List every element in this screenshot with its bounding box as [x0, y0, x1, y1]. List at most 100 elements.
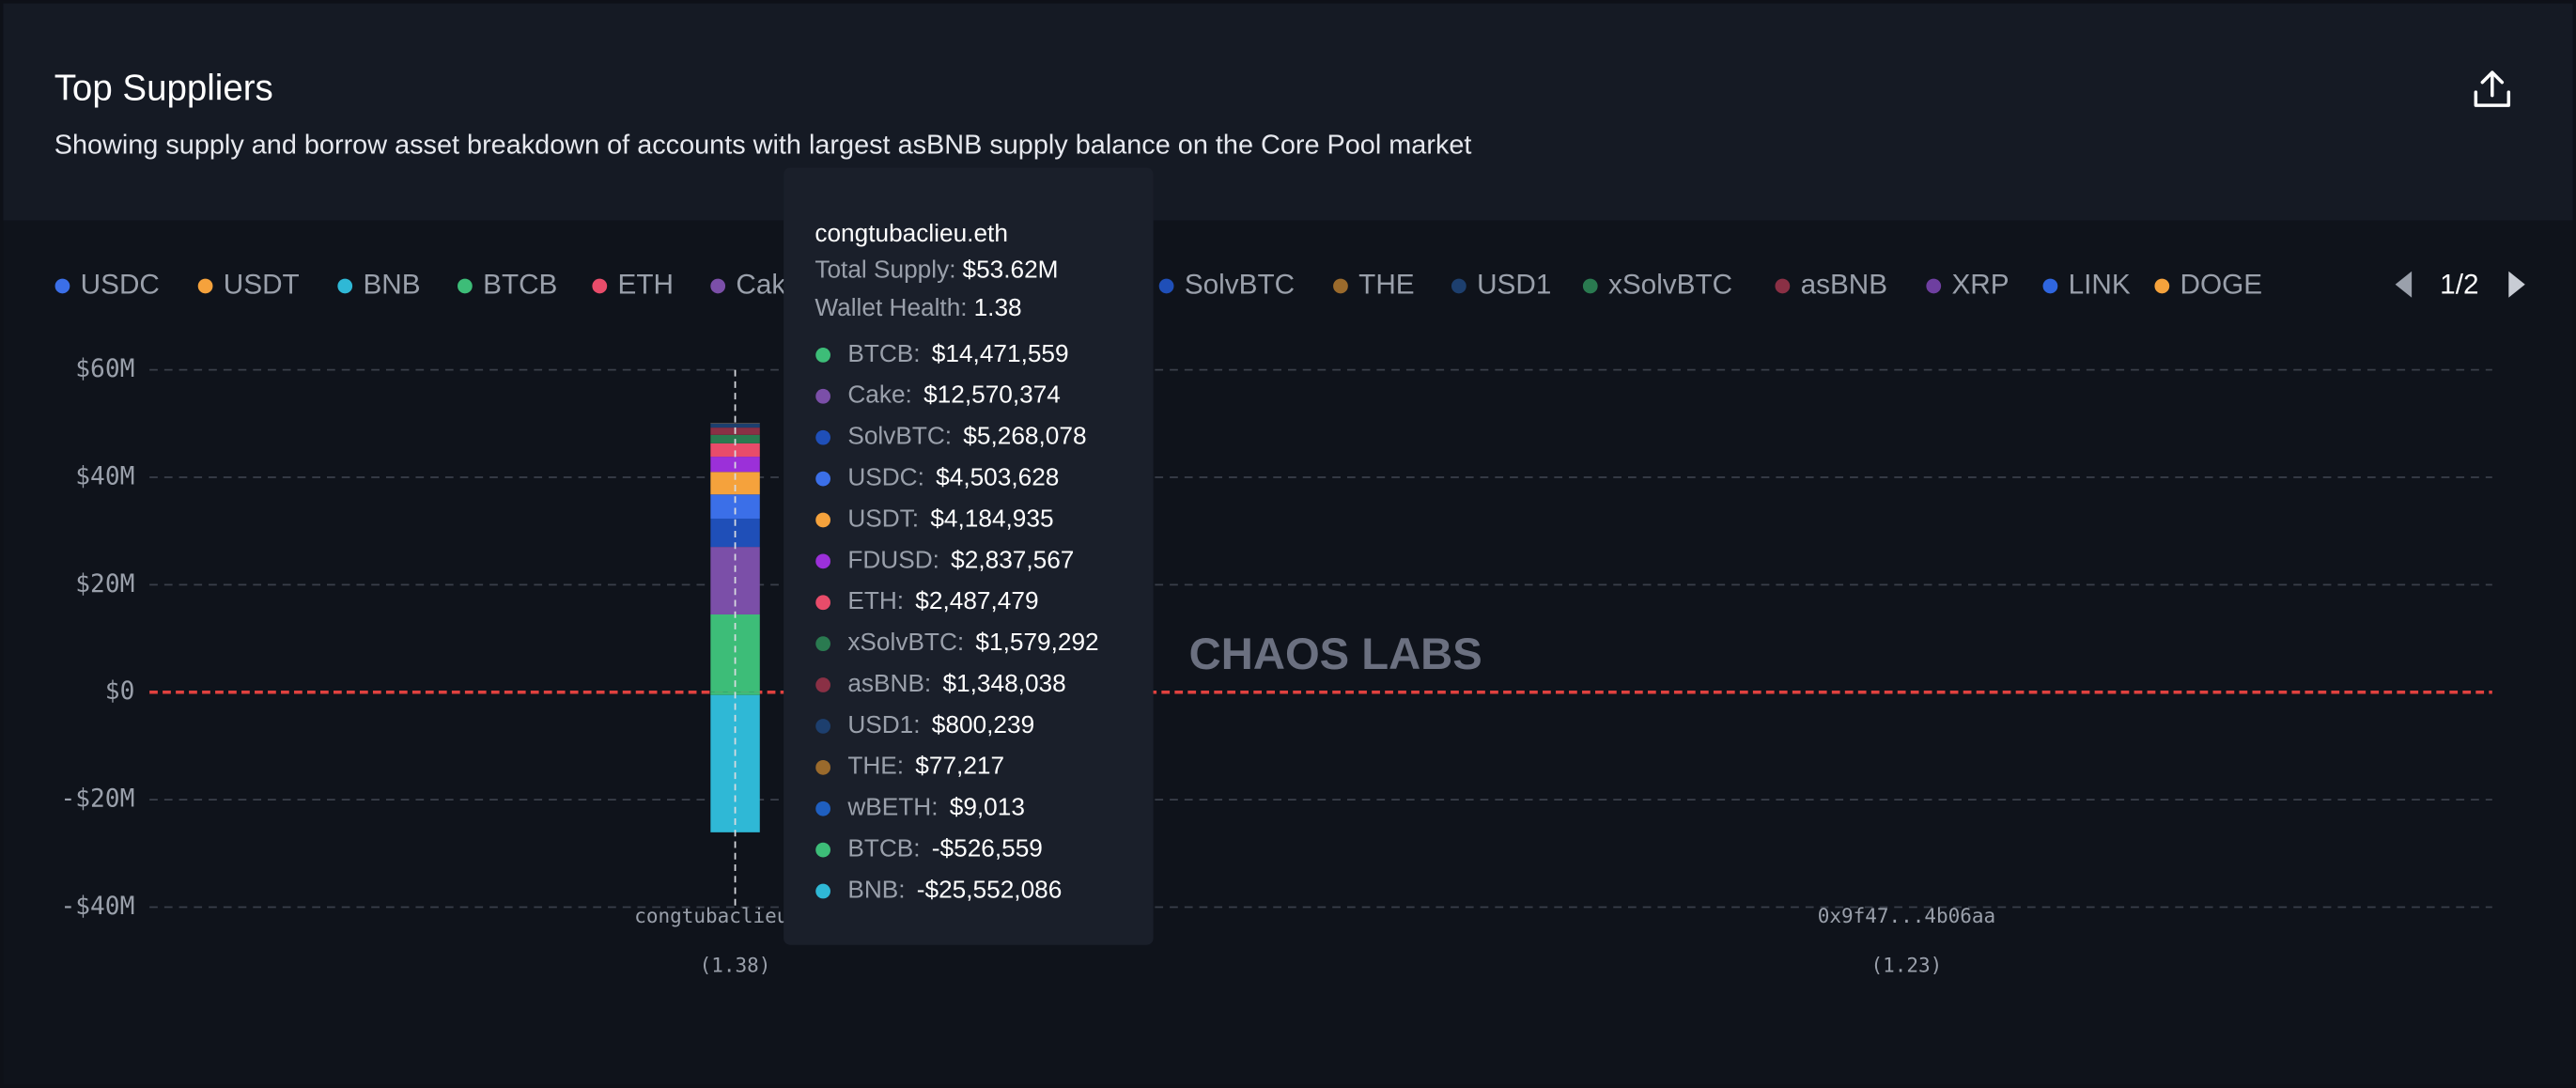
tooltip-dot: [815, 636, 830, 652]
tooltip-dot: [815, 842, 830, 858]
tooltip-asset: xSolvBTC:: [847, 628, 964, 656]
y-tick-label: -$20M: [60, 785, 134, 814]
legend-dot: [2042, 278, 2058, 294]
tooltip-asset: USDC:: [847, 462, 924, 490]
tooltip-asset: SolvBTC:: [847, 422, 952, 450]
tooltip-asset: ETH:: [847, 586, 904, 614]
tooltip-amount: -$25,552,086: [917, 875, 1063, 903]
tooltip-asset: asBNB:: [847, 669, 931, 697]
legend-page: 1/2: [2440, 269, 2478, 300]
legend-label: DOGE: [2180, 269, 2263, 300]
tooltip-dot: [815, 800, 830, 816]
legend-dot: [337, 278, 353, 294]
tooltip-asset: wBETH:: [846, 793, 938, 821]
legend-dot: [197, 278, 213, 294]
legend-label: SolvBTC: [1185, 269, 1295, 300]
legend-dot: [1775, 278, 1791, 294]
tooltip-dot: [815, 429, 830, 445]
plot: -$40M-$20M$0$20M$40M$60Mcongtubaclieu.et…: [60, 355, 2492, 976]
legend-label: BTCB: [483, 269, 557, 300]
tooltip-amount: $9,013: [950, 793, 1025, 821]
legend-dot: [1158, 278, 1174, 294]
tooltip-asset: BTCB:: [847, 834, 920, 863]
tooltip-amount: $14,471,559: [932, 339, 1069, 367]
tooltip: congtubaclieu.eth Total Supply: $53.62M Wal…: [784, 167, 1154, 945]
tooltip-box: [784, 167, 1154, 945]
legend-dot: [1582, 278, 1598, 294]
legend-dot: [1451, 278, 1466, 294]
tooltip-amount: $4,503,628: [936, 462, 1059, 490]
tooltip-amount: $2,487,479: [915, 586, 1038, 614]
tooltip-dot: [815, 595, 830, 611]
tooltip-amount: $1,348,038: [942, 669, 1065, 697]
total-supply-value: $53.62M: [962, 256, 1058, 284]
tooltip-dot: [815, 471, 830, 487]
tooltip-amount: $77,217: [915, 752, 1004, 780]
tooltip-dot: [815, 883, 830, 899]
bar-segment: [710, 443, 760, 458]
legend-label: USDC: [81, 269, 160, 300]
legend-dot: [1333, 278, 1348, 294]
legend-dot: [710, 278, 726, 294]
tooltip-amount: $800,239: [932, 710, 1034, 738]
legend-label: xSolvBTC: [1608, 269, 1732, 300]
tooltip-asset: USDT:: [847, 504, 919, 532]
tooltip-dot: [815, 677, 830, 692]
tooltip-asset: THE:: [847, 752, 904, 780]
y-tick-label: $0: [105, 677, 135, 706]
chart-panel: [3, 220, 2573, 1085]
legend-dot: [1926, 278, 1942, 294]
y-tick-label: -$40M: [60, 893, 134, 921]
tooltip-amount: $2,837,567: [951, 545, 1074, 573]
legend: USDC USDT BNB BTCB ETH Cake SolvBTC THE USD1 xSol…: [54, 269, 2263, 300]
legend-dot: [458, 278, 473, 294]
tooltip-dot: [815, 512, 830, 528]
legend-dot: [54, 278, 70, 294]
legend-dot: [2154, 278, 2170, 294]
header-panel: [3, 3, 2573, 221]
tooltip-asset: Cake:: [847, 381, 911, 409]
y-tick-label: $40M: [75, 463, 134, 491]
y-tick-label: $20M: [75, 570, 134, 598]
legend-label: LINK: [2069, 269, 2131, 300]
total-supply-label: Total Supply:: [815, 256, 955, 284]
subtitle: Showing supply and borrow asset breakdow…: [54, 130, 1472, 160]
bar-segment: [710, 472, 760, 495]
legend-label: THE: [1358, 269, 1414, 300]
tooltip-asset: BTCB:: [847, 339, 920, 367]
tooltip-amount: $1,579,292: [975, 628, 1098, 656]
export-button[interactable]: [2474, 70, 2511, 107]
tooltip-dot: [815, 759, 830, 775]
tooltip-asset: BNB:: [847, 875, 905, 903]
legend-label: BNB: [363, 269, 420, 300]
x-tick-sublabel: (1.23): [1871, 954, 1943, 976]
legend-next[interactable]: [2508, 271, 2525, 298]
tooltip-amount: -$526,559: [932, 834, 1043, 863]
y-tick-label: $60M: [75, 355, 134, 383]
legend-prev[interactable]: [2395, 271, 2413, 298]
tooltip-amount: $4,184,935: [930, 504, 1053, 532]
watermark: CHAOS LABS: [1189, 629, 1482, 679]
tooltip-dot: [815, 388, 830, 404]
tooltip-title: congtubaclieu.eth: [815, 219, 1008, 247]
legend-dot: [592, 278, 608, 294]
export-icon: [2474, 90, 2511, 107]
legend-label: USDT: [224, 269, 300, 300]
tooltip-asset: USD1:: [847, 710, 920, 738]
tooltip-dot: [815, 553, 830, 569]
tooltip-dot: [815, 719, 830, 734]
legend-label: XRP: [1951, 269, 2009, 300]
export-arrow: [2480, 70, 2505, 98]
x-tick-label: 0x9f47...4b06aa: [1818, 905, 1995, 927]
legend-label: USD1: [1477, 269, 1551, 300]
wallet-health-value: 1.38: [974, 293, 1022, 321]
legend-label: asBNB: [1801, 269, 1888, 300]
wallet-health-label: Wallet Health:: [815, 293, 967, 321]
tooltip-dot: [815, 348, 830, 363]
bar-segment: [710, 423, 760, 428]
tooltip-asset: FDUSD:: [847, 545, 939, 573]
title: Top Suppliers: [54, 69, 273, 109]
x-tick-sublabel: (1.38): [700, 954, 771, 976]
tooltip-amount: $12,570,374: [923, 381, 1061, 409]
